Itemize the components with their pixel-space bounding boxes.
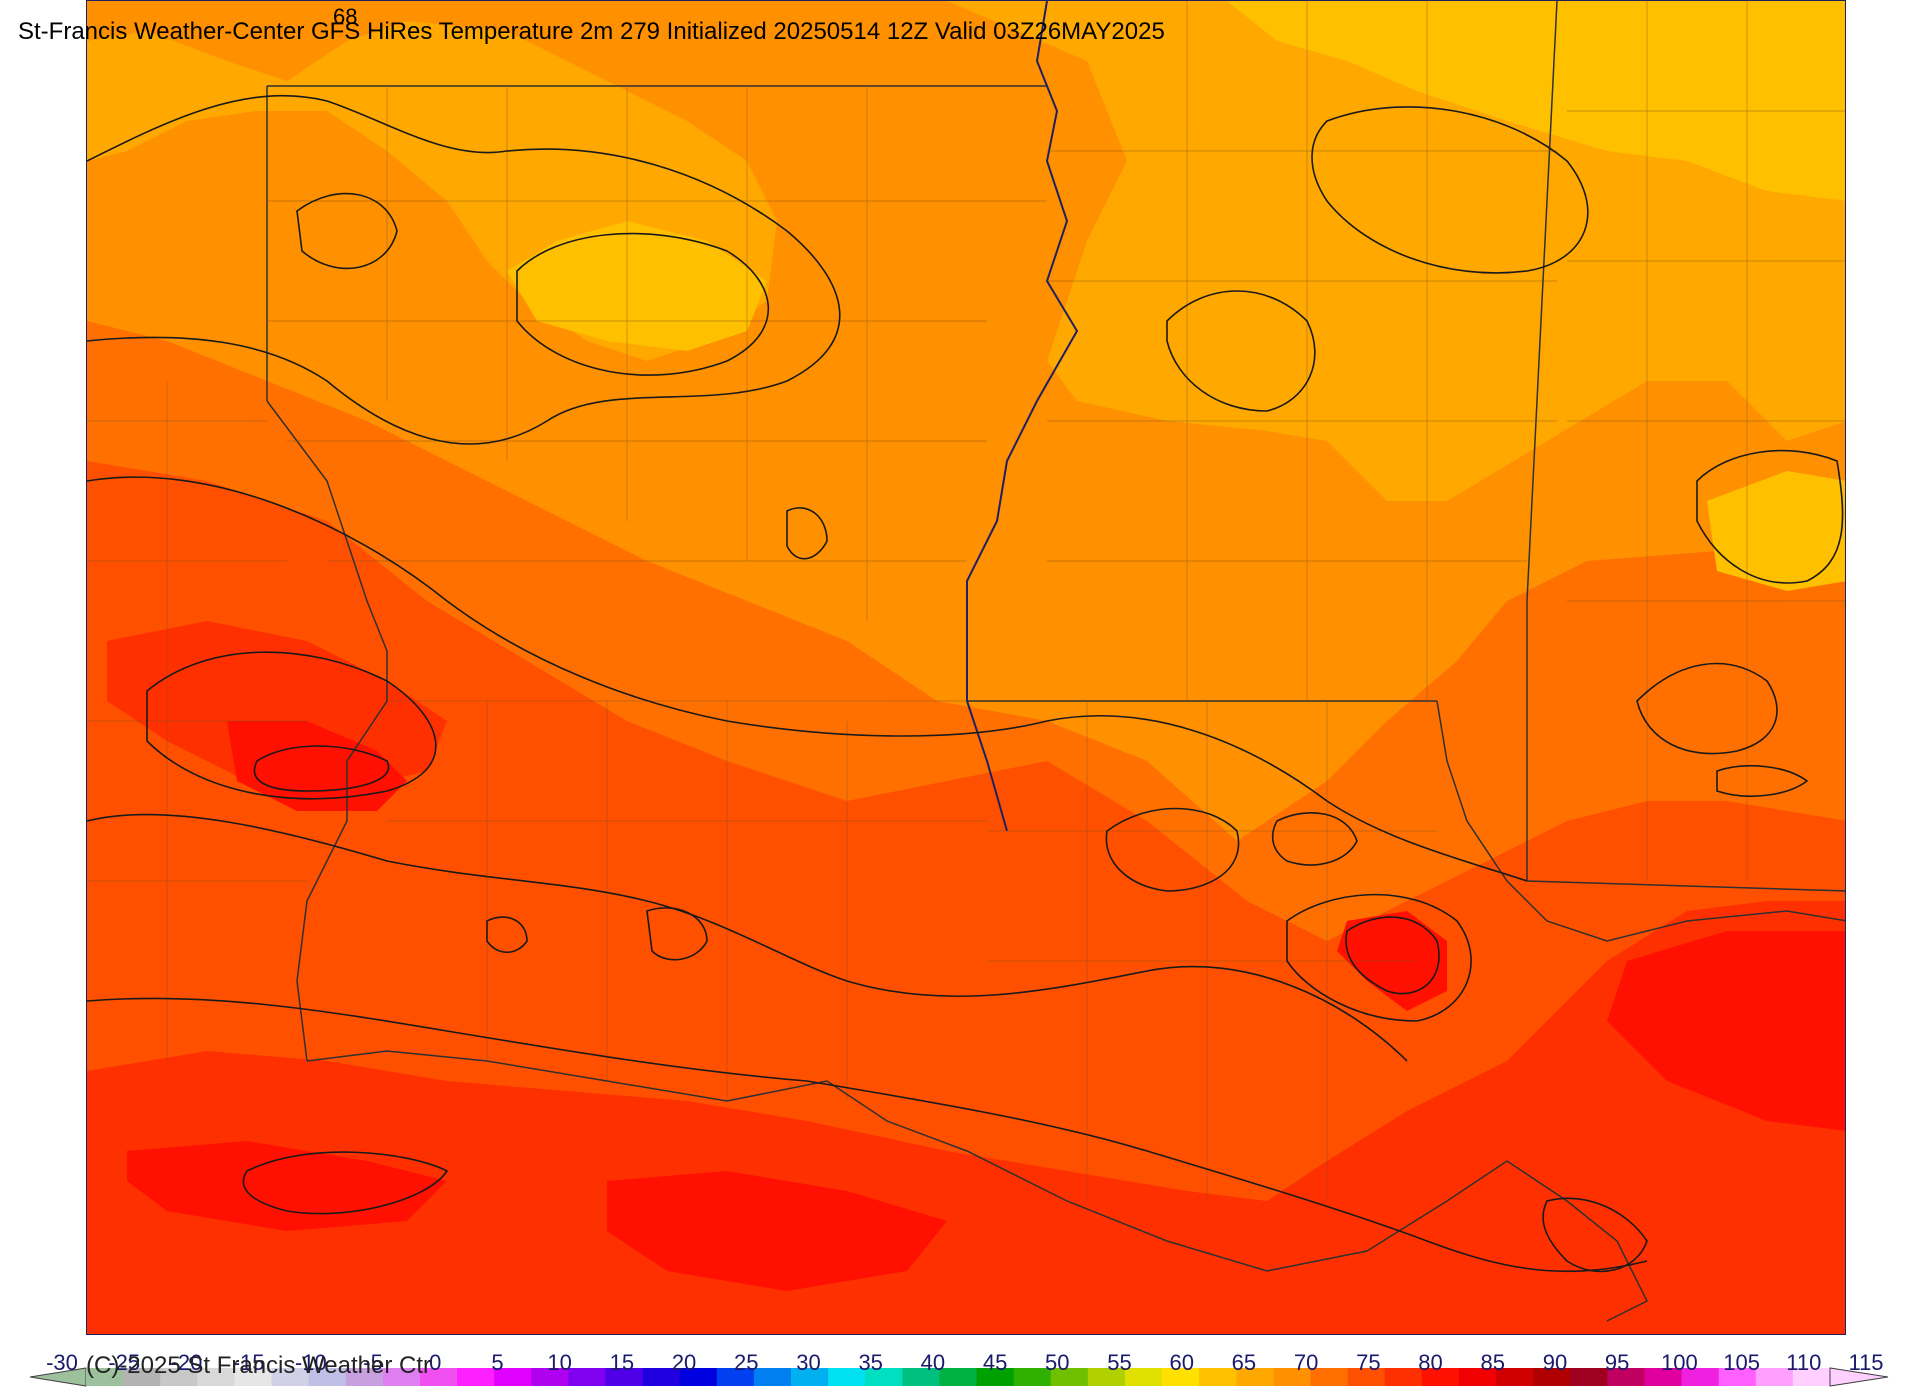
legend-tick-label: -25 (108, 1350, 141, 1375)
fill-very-hot-gulf (87, 901, 1845, 1334)
legend-swatch (939, 1368, 978, 1386)
legend-swatch (1421, 1368, 1460, 1386)
legend-swatch (345, 1368, 384, 1386)
legend-swatch (1718, 1368, 1757, 1386)
legend-swatch (1792, 1368, 1831, 1386)
legend-swatch (1607, 1368, 1645, 1386)
legend-tick-label: 80 (1418, 1350, 1443, 1375)
legend-swatch (197, 1368, 235, 1386)
legend-swatch (1236, 1368, 1274, 1386)
county-lines (87, 1, 1845, 1201)
temperature-contours (87, 94, 1844, 1273)
legend-tick-label: 10 (547, 1350, 572, 1375)
legend-tick-label: 60 (1169, 1350, 1194, 1375)
fill-hottest-west (227, 721, 407, 811)
legend-swatch (531, 1368, 569, 1386)
legend-swatch (1199, 1368, 1237, 1386)
legend-swatch (1162, 1368, 1200, 1386)
legend-tick-label: -5 (363, 1350, 383, 1375)
legend-tick-label: 95 (1604, 1350, 1630, 1375)
legend-swatch (1458, 1368, 1497, 1386)
legend-swatch (1681, 1368, 1720, 1386)
legend-swatch (1050, 1368, 1089, 1386)
legend-swatch (1570, 1368, 1608, 1386)
legend-swatch (419, 1368, 458, 1386)
legend-swatch (1273, 1368, 1312, 1386)
fill-hottest-gulf (127, 1141, 447, 1231)
legend-swatch (568, 1368, 606, 1386)
state-borders (266, 1, 1845, 1062)
legend-swatch (123, 1368, 161, 1386)
legend-tick-label: 55 (1107, 1350, 1132, 1375)
coastline (306, 1050, 1649, 1322)
legend-swatch (494, 1368, 532, 1386)
fill-cool-central (507, 221, 767, 351)
legend-tick-label: 90 (1542, 1350, 1568, 1375)
legend-arrow-high (1829, 1367, 1889, 1387)
map-title: St-Francis Weather-Center GFS HiRes Temp… (18, 18, 1165, 45)
legend-swatch (1124, 1368, 1163, 1386)
legend-swatch (605, 1368, 644, 1386)
legend-tick-label: 110 (1786, 1350, 1822, 1375)
legend-tick-label: 50 (1045, 1350, 1070, 1375)
legend-swatch (1755, 1368, 1794, 1386)
coastline-east (1506, 880, 1845, 942)
copyright-text: (C)-2025 St Francis Weather Ctr (86, 1352, 431, 1379)
legend-tick-label: 40 (920, 1350, 946, 1375)
legend-swatch (679, 1368, 718, 1386)
legend-swatch (1013, 1368, 1052, 1386)
legend-swatch (271, 1368, 310, 1386)
legend-tick-label: 20 (671, 1350, 697, 1375)
legend-tick-label: 115 (1848, 1350, 1884, 1375)
legend-swatch (753, 1368, 792, 1386)
legend-swatch (160, 1368, 198, 1386)
legend-tick-label: 30 (796, 1350, 821, 1375)
legend-tick-label: 70 (1293, 1350, 1319, 1375)
legend-tick-label: 100 (1661, 1350, 1698, 1375)
legend-tick-label: 15 (609, 1350, 635, 1375)
legend-tick-label: 5 (491, 1350, 504, 1375)
legend-tick-label: 35 (858, 1350, 883, 1375)
legend-tick-label: -10 (294, 1350, 327, 1375)
legend-swatch (1310, 1368, 1349, 1386)
legend-swatch (902, 1368, 940, 1386)
legend-swatch (308, 1368, 347, 1386)
legend-tick-label: 65 (1231, 1350, 1257, 1375)
legend-swatch (457, 1368, 495, 1386)
legend-tick-label: -30 (46, 1350, 78, 1375)
fill-hottest-east-gulf (1607, 931, 1845, 1131)
legend-swatch (791, 1368, 829, 1386)
legend-swatch (382, 1368, 421, 1386)
fill-cool-northeast (1227, 1, 1845, 201)
temperature-map (86, 0, 1846, 1335)
legend-tick-label: 75 (1356, 1350, 1381, 1375)
color-legend-bar (30, 1367, 1889, 1387)
legend-swatch (86, 1368, 124, 1386)
legend-swatch (1384, 1368, 1423, 1386)
legend-swatch (1644, 1368, 1683, 1386)
fill-hottest-gulf-2 (607, 1171, 947, 1291)
legend-tick-label: -20 (170, 1350, 203, 1375)
legend-swatch (1087, 1368, 1126, 1386)
legend-swatch (1533, 1368, 1571, 1386)
legend-swatch (642, 1368, 681, 1386)
legend-tick-label: 0 (429, 1350, 442, 1375)
legend-swatch (1496, 1368, 1534, 1386)
legend-tick-label: 45 (982, 1350, 1008, 1375)
legend-swatch (1347, 1368, 1386, 1386)
legend-tick-label: 105 (1723, 1350, 1760, 1375)
legend-tick-label: -15 (232, 1350, 265, 1375)
legend-swatch (865, 1368, 903, 1386)
legend-tick-label: 85 (1480, 1350, 1505, 1375)
legend-swatch (976, 1368, 1015, 1386)
mississippi-river (966, 1, 1079, 832)
fill-cool-east (1707, 471, 1845, 591)
legend-swatch (234, 1368, 273, 1386)
legend-swatch (828, 1368, 866, 1386)
legend-tick-label: 25 (734, 1350, 759, 1375)
legend-swatch (716, 1368, 755, 1386)
contour-label-68: 68 (333, 4, 358, 29)
